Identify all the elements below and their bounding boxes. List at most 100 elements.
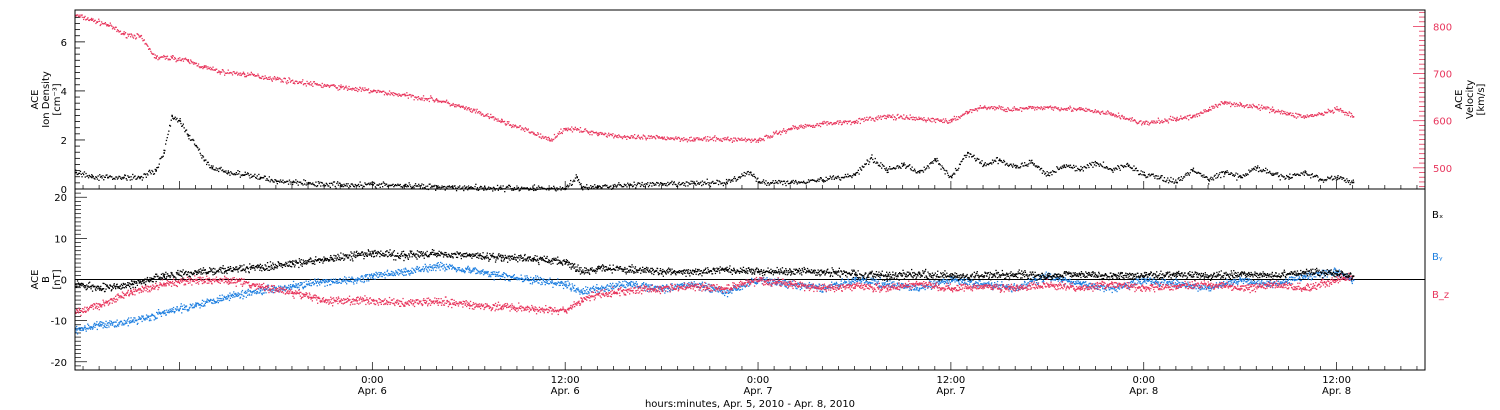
density-series-point <box>1130 167 1132 169</box>
velocity-series-point <box>262 75 264 78</box>
b-series-1-point <box>462 269 464 271</box>
density-series-point <box>1183 176 1186 178</box>
density-series-point <box>416 185 418 187</box>
velocity-series-point <box>612 133 614 135</box>
density-series-point <box>1092 166 1094 168</box>
velocity-series-point <box>169 59 171 61</box>
density-series-point <box>931 161 933 163</box>
density-series-point <box>1012 163 1015 165</box>
velocity-series-point <box>1223 103 1225 105</box>
density-series-point <box>594 184 596 186</box>
b-series-1-point <box>533 277 535 279</box>
velocity-series-point <box>466 109 468 111</box>
density-series-point <box>582 189 584 191</box>
velocity-series-point <box>186 59 188 61</box>
velocity-series-point <box>351 89 353 91</box>
b-series-1-point <box>607 290 610 292</box>
density-series-point <box>1105 167 1107 169</box>
density-series-point <box>1088 166 1090 169</box>
velocity-series-anchor-point <box>171 57 173 59</box>
velocity-series-point <box>960 115 962 117</box>
b-series-1-point <box>147 316 150 318</box>
density-tick-label: 4 <box>61 87 67 98</box>
density-series-point <box>1273 173 1276 175</box>
density-series-point <box>312 183 315 186</box>
velocity-series-point <box>895 119 897 121</box>
velocity-series-point <box>1254 106 1256 108</box>
density-series-point <box>507 186 509 188</box>
velocity-series-point <box>949 121 951 124</box>
velocity-series-point <box>1307 115 1309 117</box>
density-series-point <box>917 171 919 173</box>
b-series-1-point <box>384 271 386 274</box>
velocity-series-point <box>205 66 208 68</box>
velocity-series-point <box>940 120 942 122</box>
velocity-series-point <box>842 121 844 124</box>
velocity-series-point <box>554 137 556 139</box>
density-series-point <box>208 164 210 166</box>
density-series-point <box>966 154 968 156</box>
velocity-series-point <box>373 89 375 92</box>
velocity-series-point <box>1002 106 1004 108</box>
velocity-series-point <box>422 97 424 99</box>
density-series-point <box>1049 172 1051 174</box>
velocity-series-point <box>850 123 852 126</box>
density-series-point <box>759 182 761 184</box>
density-series-point <box>1017 167 1019 169</box>
density-series-point <box>635 185 638 187</box>
velocity-series-point <box>548 138 550 140</box>
density-series-point <box>267 179 269 181</box>
density-series-point <box>238 173 240 175</box>
b-series-1-point <box>137 318 139 321</box>
velocity-series-point <box>416 96 418 98</box>
velocity-series-point <box>802 125 804 127</box>
velocity-series-point <box>180 60 182 62</box>
b-series-1-point <box>342 278 344 280</box>
density-series-point <box>755 180 757 182</box>
b-series-1-point <box>234 296 236 298</box>
b-series-1-point <box>209 300 211 303</box>
velocity-series-point <box>734 137 736 139</box>
velocity-series-point <box>1099 113 1102 115</box>
b-series-1-point <box>325 280 327 282</box>
density-series-anchor-point <box>967 152 969 154</box>
density-series-point <box>691 182 693 185</box>
density-series-point <box>119 176 121 178</box>
velocity-series-point <box>1034 109 1036 111</box>
velocity-series-point <box>545 136 547 138</box>
density-series-point <box>1142 171 1144 173</box>
b-series-1-point <box>81 329 83 332</box>
b-series-1-point <box>584 292 586 294</box>
density-series-point <box>705 183 708 185</box>
density-series-point <box>261 177 263 179</box>
velocity-series-point <box>938 119 940 121</box>
b-series-1-point <box>349 280 352 282</box>
density-series-point <box>288 179 291 181</box>
b-series-1-point <box>612 282 614 284</box>
density-series-point <box>306 182 308 184</box>
density-series-point <box>562 187 564 189</box>
b-series-1-point <box>461 270 463 273</box>
density-series-point <box>480 186 483 188</box>
density-series-point <box>987 163 989 165</box>
velocity-series-point <box>1009 109 1011 112</box>
velocity-series-point <box>840 124 843 126</box>
density-series-point <box>814 180 816 182</box>
velocity-series-point <box>96 21 98 23</box>
density-series-point <box>362 185 364 187</box>
b-series-1-point <box>686 285 688 287</box>
density-series-point <box>1154 177 1156 179</box>
density-series-point <box>1126 162 1129 165</box>
velocity-series-point <box>1113 114 1115 116</box>
velocity-series-point <box>454 106 456 108</box>
b-series-1-point <box>546 282 548 284</box>
b-series-1-point <box>185 306 187 308</box>
velocity-series-point <box>390 92 392 94</box>
velocity-series-point <box>1028 107 1031 109</box>
velocity-series-point <box>641 136 643 138</box>
density-series-point <box>1002 161 1004 164</box>
velocity-series-point <box>1167 120 1169 122</box>
b-series-1-point <box>405 274 407 276</box>
velocity-series-point <box>403 93 405 96</box>
density-series-point <box>602 185 605 187</box>
